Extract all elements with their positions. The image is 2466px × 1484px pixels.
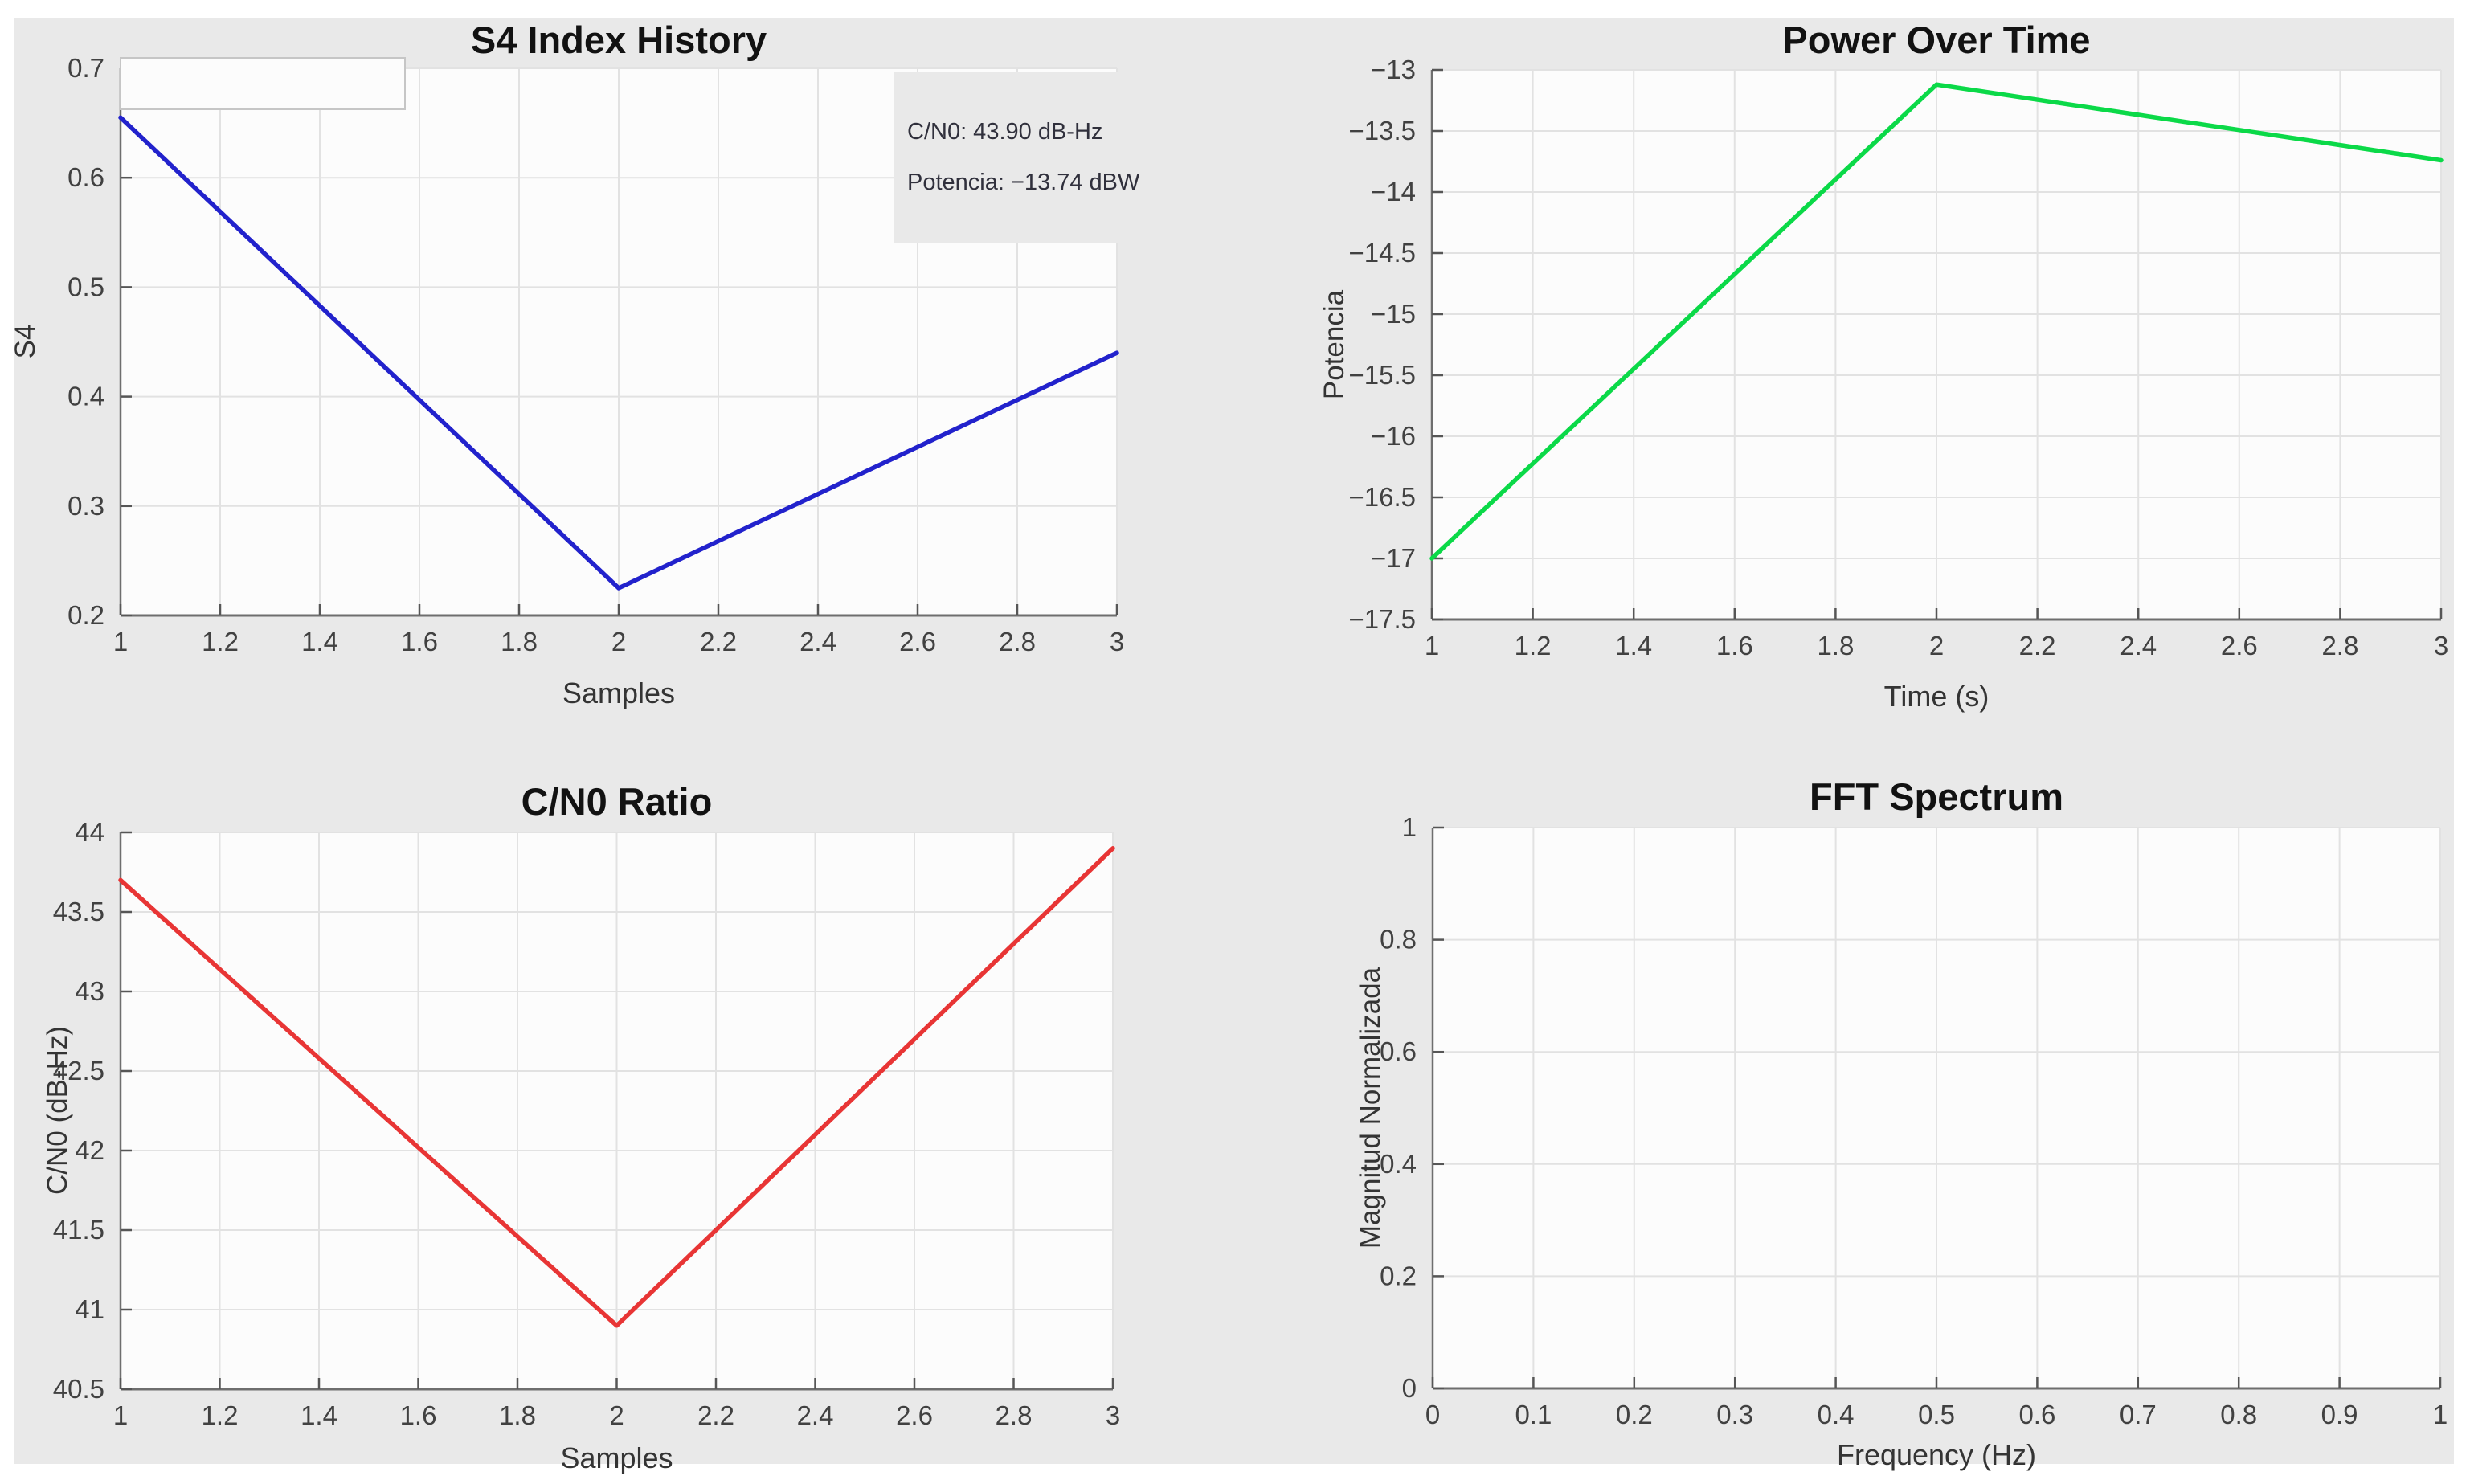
x-tick-label: 3 bbox=[2434, 631, 2448, 660]
x-tick-label: 2 bbox=[1929, 631, 1944, 660]
s4-y-axis-label: S4 bbox=[10, 324, 41, 359]
power-plot-title: Power Over Time bbox=[1782, 18, 2091, 61]
y-tick-label: 0.4 bbox=[1380, 1149, 1417, 1179]
x-tick-label: 0.3 bbox=[1716, 1400, 1753, 1429]
y-tick-label: 0.6 bbox=[67, 162, 104, 192]
x-tick-label: 2.4 bbox=[2120, 631, 2157, 660]
y-tick-label: 0.7 bbox=[67, 53, 104, 83]
x-tick-label: 2.2 bbox=[697, 1400, 734, 1430]
x-tick-label: 1.2 bbox=[202, 1400, 239, 1430]
y-tick-label: 42.5 bbox=[53, 1056, 104, 1085]
y-tick-label: 42 bbox=[75, 1135, 104, 1165]
annotation-potencia-value: Potencia: −13.74 dBW bbox=[907, 170, 1140, 195]
y-tick-label: 43 bbox=[75, 976, 104, 1006]
x-tick-label: 2.4 bbox=[797, 1400, 834, 1430]
y-tick-label: 43.5 bbox=[53, 897, 104, 926]
series-line bbox=[118, 115, 1119, 591]
y-tick-label: 0.3 bbox=[67, 491, 104, 521]
measurement-annotation-box: C/N0: 43.90 dB-Hz Potencia: −13.74 dBW bbox=[894, 72, 1140, 243]
y-tick-label: −14 bbox=[1371, 177, 1416, 206]
x-tick-label: 0.7 bbox=[2120, 1400, 2157, 1429]
x-tick-label: 2.2 bbox=[700, 627, 737, 656]
x-tick-label: 0.8 bbox=[2220, 1400, 2257, 1429]
x-tick-label: 2.4 bbox=[800, 627, 836, 656]
x-tick-label: 3 bbox=[1106, 1400, 1120, 1430]
y-tick-label: 0.5 bbox=[67, 272, 104, 301]
fft-y-axis-label: Magnitud Normalizada bbox=[1355, 967, 1386, 1249]
y-tick-label: 41.5 bbox=[53, 1215, 104, 1245]
cn0-y-axis-label: C/N0 (dB-Hz) bbox=[42, 1025, 73, 1196]
x-tick-label: 1.6 bbox=[400, 1400, 437, 1430]
y-tick-label: −16.5 bbox=[1349, 482, 1417, 512]
x-tick-label: 2.6 bbox=[899, 627, 936, 656]
y-tick-label: −16 bbox=[1371, 421, 1416, 451]
fft-plot-canvas: 0 0.1 0.2 0.3 0.4 0.5 0.6 0.7 0.8 0.9 1 0 0.2 0.4 0.6 0… bbox=[1380, 812, 2448, 1429]
y-tick-label: −15.5 bbox=[1349, 360, 1417, 390]
y-tick-label: 0.2 bbox=[1380, 1261, 1417, 1290]
x-tick-label: 1 bbox=[2433, 1400, 2448, 1429]
empty-legend-box bbox=[120, 57, 406, 110]
x-tick-label: 1.2 bbox=[202, 627, 239, 656]
y-tick-label: 0.8 bbox=[1380, 925, 1417, 955]
y-tick-label: 0.6 bbox=[1380, 1036, 1417, 1066]
power-plot-canvas: 1 1.2 1.4 1.6 1.8 2 2.2 2.4 2.6 2.8 3 −13 −13.5 −14 −1… bbox=[1349, 55, 2449, 660]
power-y-axis-label: Potencia bbox=[1319, 289, 1350, 400]
x-tick-label: 1.4 bbox=[1615, 631, 1652, 660]
cn0-x-axis-label: Samples bbox=[560, 1441, 673, 1474]
y-tick-label: −17.5 bbox=[1349, 604, 1417, 634]
y-tick-label: 41 bbox=[75, 1294, 104, 1324]
series-line bbox=[118, 846, 1115, 1328]
y-tick-label: −14.5 bbox=[1349, 238, 1417, 268]
annotation-cn0-value: C/N0: 43.90 dB-Hz bbox=[907, 119, 1103, 145]
series-line bbox=[1429, 82, 2444, 561]
fft-plot-title: FFT Spectrum bbox=[1810, 775, 2063, 818]
x-tick-label: 1.8 bbox=[501, 627, 538, 656]
x-tick-label: 1.8 bbox=[1817, 631, 1854, 660]
x-tick-label: 0 bbox=[1425, 1400, 1440, 1429]
x-tick-label: 2.8 bbox=[2321, 631, 2358, 660]
y-tick-label: 44 bbox=[75, 817, 104, 847]
x-tick-label: 2 bbox=[609, 1400, 624, 1430]
x-tick-label: 1 bbox=[113, 1400, 128, 1430]
x-tick-label: 0.9 bbox=[2321, 1400, 2358, 1429]
x-tick-label: 1 bbox=[1425, 631, 1439, 660]
y-tick-label: −15 bbox=[1371, 299, 1416, 329]
s4-plot-title: S4 Index History bbox=[470, 18, 767, 61]
x-tick-label: 1.6 bbox=[401, 627, 438, 656]
x-tick-label: 2.6 bbox=[2221, 631, 2258, 660]
x-tick-label: 0.1 bbox=[1515, 1400, 1552, 1429]
x-tick-label: 2.2 bbox=[2019, 631, 2056, 660]
x-tick-label: 1.4 bbox=[301, 627, 338, 656]
y-tick-label: 0.4 bbox=[67, 382, 104, 411]
x-tick-label: 2 bbox=[611, 627, 626, 656]
power-x-axis-label: Time (s) bbox=[1883, 680, 1990, 713]
x-tick-label: 0.4 bbox=[1818, 1400, 1855, 1429]
y-tick-label: 0 bbox=[1402, 1373, 1417, 1403]
y-tick-label: −17 bbox=[1371, 543, 1416, 573]
cn0-plot-title: C/N0 Ratio bbox=[521, 780, 713, 823]
y-tick-label: −13 bbox=[1371, 55, 1416, 84]
y-tick-label: −13.5 bbox=[1349, 116, 1417, 145]
x-tick-label: 2.8 bbox=[999, 627, 1036, 656]
x-tick-label: 1 bbox=[113, 627, 128, 656]
x-tick-label: 2.6 bbox=[896, 1400, 933, 1430]
x-tick-label: 2.8 bbox=[996, 1400, 1033, 1430]
x-tick-label: 1.8 bbox=[499, 1400, 536, 1430]
fft-x-axis-label: Frequency (Hz) bbox=[1836, 1438, 2037, 1471]
x-tick-label: 3 bbox=[1110, 627, 1124, 656]
x-tick-label: 1.6 bbox=[1716, 631, 1753, 660]
cn0-plot-canvas: 1 1.2 1.4 1.6 1.8 2 2.2 2.4 2.6 2.8 3 40.5 41 41.5 42 4… bbox=[53, 817, 1120, 1430]
y-tick-label: 0.2 bbox=[67, 600, 104, 630]
x-tick-label: 1.2 bbox=[1515, 631, 1552, 660]
x-tick-label: 0.6 bbox=[2018, 1400, 2055, 1429]
y-tick-label: 40.5 bbox=[53, 1374, 104, 1404]
s4-x-axis-label: Samples bbox=[562, 677, 676, 709]
x-tick-label: 0.5 bbox=[1918, 1400, 1955, 1429]
x-tick-label: 1.4 bbox=[301, 1400, 337, 1430]
y-tick-label: 1 bbox=[1402, 812, 1417, 842]
x-tick-label: 0.2 bbox=[1616, 1400, 1653, 1429]
